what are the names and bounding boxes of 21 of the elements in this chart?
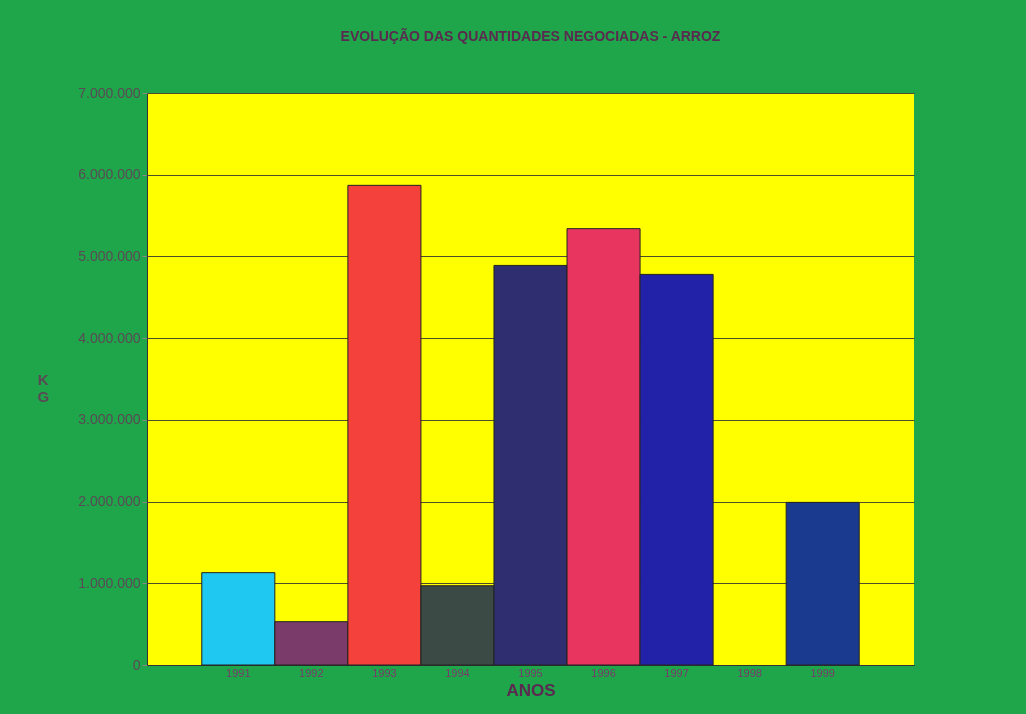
x-tick-label: 1995: [518, 666, 543, 679]
bar: [785, 501, 860, 666]
x-tick-label: 1996: [591, 666, 616, 679]
y-tick-label: 1.000.000: [78, 574, 141, 591]
x-tick-label: 1992: [299, 666, 324, 679]
x-tick-label: 1997: [664, 666, 689, 679]
y-axis-title: KG: [37, 370, 50, 405]
x-tick-label: 1993: [372, 666, 397, 679]
y-tick-label: 5.000.000: [78, 247, 141, 264]
chart-title: EVOLUÇÃO DAS QUANTIDADES NEGOCIADAS - ARROZ: [340, 27, 721, 44]
y-tick-label: 2.000.000: [78, 493, 141, 510]
x-tick-label: 1991: [226, 666, 251, 679]
y-tick-label: 7.000.000: [78, 84, 141, 101]
y-tick-label: 0: [132, 656, 141, 673]
y-tick-label: 3.000.000: [78, 411, 141, 428]
y-tick-label: 6.000.000: [78, 166, 141, 183]
y-tick-label: 4.000.000: [78, 329, 141, 346]
x-axis-title: ANOS: [506, 680, 556, 700]
x-tick-label: 1998: [737, 666, 762, 679]
x-tick-label: 1994: [445, 666, 470, 679]
x-tick-label: 1999: [810, 666, 835, 679]
